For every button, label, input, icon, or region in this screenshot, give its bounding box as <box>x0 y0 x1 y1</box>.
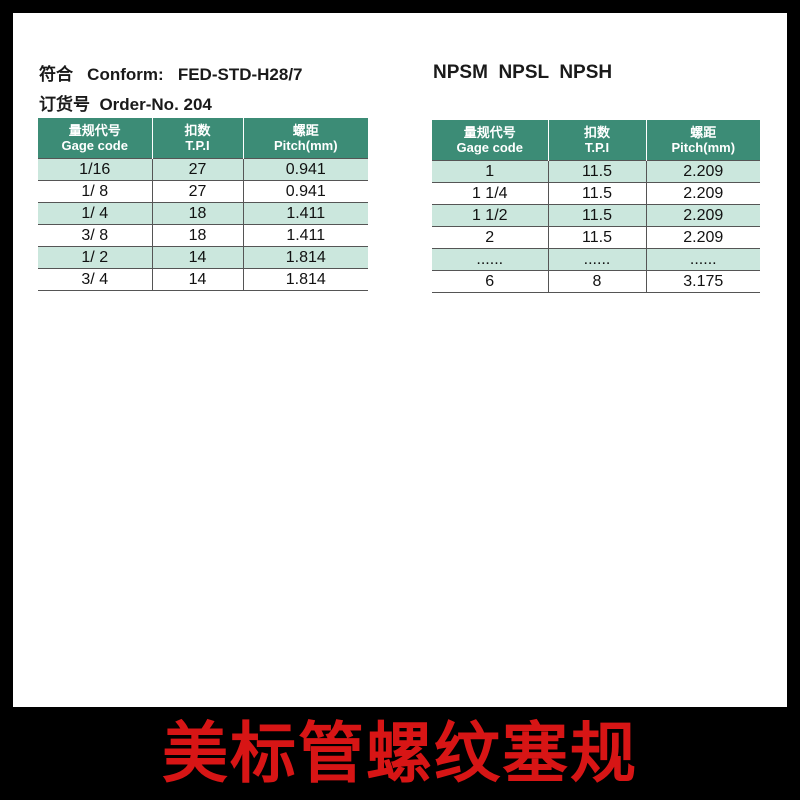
table-row: 1/16 27 0.941 <box>38 158 368 181</box>
table-row: 1 1/4 11.5 2.209 <box>432 182 760 205</box>
pitch-cell: 1.411 <box>243 224 368 247</box>
tpi-cell: 14 <box>152 268 244 291</box>
table-row: 6 8 3.175 <box>432 270 760 293</box>
gage-code-cell: 1/16 <box>38 158 153 181</box>
pitch-cell: 2.209 <box>646 160 760 183</box>
pitch-cell: 0.941 <box>243 158 368 181</box>
pitch-cell: 2.209 <box>646 204 760 227</box>
gage-code-cell: ...... <box>432 248 549 271</box>
table-row: 1/ 4 18 1.411 <box>38 202 368 225</box>
conform-line: 符合 Conform: FED-STD-H28/7 <box>39 60 303 85</box>
pitch-cell: ...... <box>646 248 760 271</box>
table-row: 3/ 4 14 1.814 <box>38 268 368 291</box>
pitch-cell: 3.175 <box>646 270 760 293</box>
gage-code-cell: 3/ 8 <box>38 224 153 247</box>
pitch-cell: 0.941 <box>243 180 368 203</box>
tpi-cell: 11.5 <box>548 160 647 183</box>
gage-code-cell: 2 <box>432 226 549 249</box>
table-row: 1 11.5 2.209 <box>432 160 760 183</box>
pitch-cell: 1.814 <box>243 268 368 291</box>
order-line: 订货号 Order-No. 204 <box>39 90 212 115</box>
gage-code-cell: 6 <box>432 270 549 293</box>
pitch-cell: 1.814 <box>243 246 368 269</box>
header-tpi: 扣数 T.P.I <box>548 120 647 161</box>
table-row: 3/ 8 18 1.411 <box>38 224 368 247</box>
gage-code-cell: 1/ 2 <box>38 246 153 269</box>
tpi-cell: 14 <box>152 246 244 269</box>
tpi-cell: 18 <box>152 224 244 247</box>
conform-label: Conform: <box>87 65 164 84</box>
gage-code-cell: 1/ 8 <box>38 180 153 203</box>
fed-std-table: 量规代号 Gage code 扣数 T.P.I 螺距 Pitch(mm) 1/16 27… <box>38 118 368 291</box>
tpi-cell: 8 <box>548 270 647 293</box>
header-tpi: 扣数 T.P.I <box>152 118 244 159</box>
header-gage-code: 量规代号 Gage code <box>432 120 549 161</box>
gage-code-cell: 1 <box>432 160 549 183</box>
table-row: 1/ 8 27 0.941 <box>38 180 368 203</box>
npsm-title: NPSM NPSL NPSH <box>433 62 613 83</box>
header-pitch: 螺距 Pitch(mm) <box>646 120 760 161</box>
tpi-cell: 11.5 <box>548 182 647 205</box>
spec-sheet: 符合 Conform: FED-STD-H28/7 订货号 Order-No. … <box>13 13 787 707</box>
gage-code-cell: 1/ 4 <box>38 202 153 225</box>
tpi-cell: ...... <box>548 248 647 271</box>
tpi-cell: 11.5 <box>548 226 647 249</box>
pitch-cell: 2.209 <box>646 182 760 205</box>
table-row: .................. <box>432 248 760 271</box>
gage-code-cell: 3/ 4 <box>38 268 153 291</box>
header-pitch: 螺距 Pitch(mm) <box>243 118 368 159</box>
standard: FED-STD-H28/7 <box>177 65 303 84</box>
product-title-banner: 美标管螺纹塞规 <box>162 715 638 792</box>
gage-code-cell: 1 1/4 <box>432 182 549 205</box>
table-row: 2 11.5 2.209 <box>432 226 760 249</box>
order-number: Order-No. 204 <box>99 95 212 114</box>
pitch-cell: 2.209 <box>646 226 760 249</box>
order-cn: 订货号 <box>39 95 90 114</box>
tpi-cell: 11.5 <box>548 204 647 227</box>
gage-code-cell: 1 1/2 <box>432 204 549 227</box>
table-row: 1/ 2 14 1.814 <box>38 246 368 269</box>
pitch-cell: 1.411 <box>243 202 368 225</box>
tpi-cell: 18 <box>152 202 244 225</box>
header-gage-code: 量规代号 Gage code <box>38 118 153 159</box>
tpi-cell: 27 <box>152 158 244 181</box>
npsm-table: 量规代号 Gage code 扣数 T.P.I 螺距 Pitch(mm) 1 11.5 2… <box>432 120 760 293</box>
table-row: 1 1/2 11.5 2.209 <box>432 204 760 227</box>
tpi-cell: 27 <box>152 180 244 203</box>
conform-cn: 符合 <box>39 65 73 84</box>
